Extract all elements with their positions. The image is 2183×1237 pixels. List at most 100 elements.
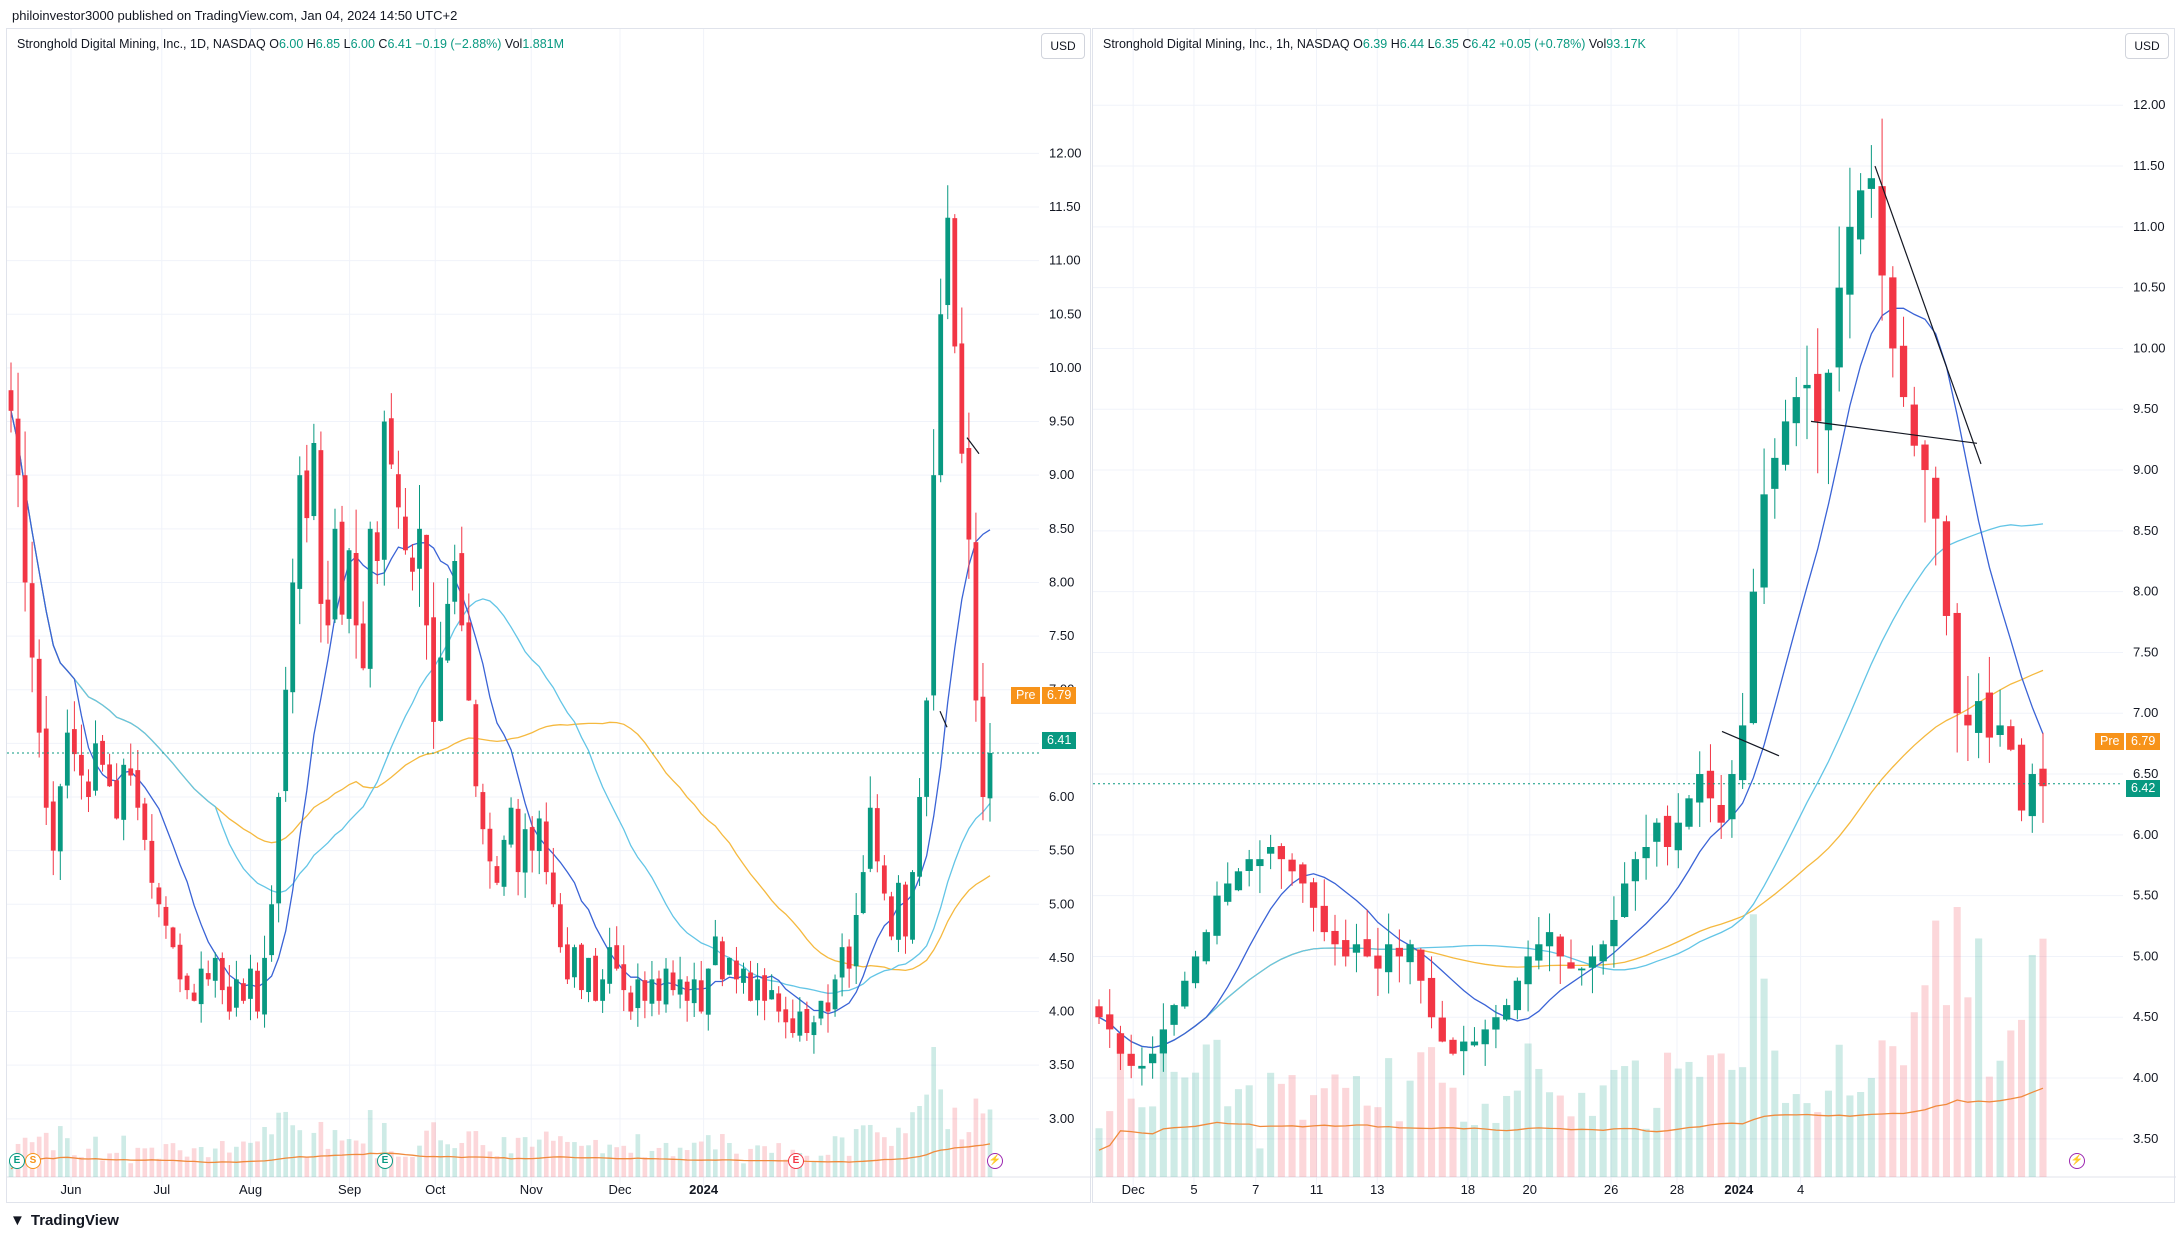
candle-body [121, 764, 127, 820]
volume-bar [494, 1156, 500, 1177]
volume-bar [1513, 1090, 1521, 1177]
x-tick-label: Oct [425, 1182, 446, 1197]
candle-body [1556, 936, 1564, 957]
candle-body [846, 946, 852, 969]
volume-bar [262, 1127, 267, 1177]
candle-body [1921, 444, 1929, 471]
candle-body [917, 797, 922, 877]
volume-bar [1267, 1072, 1275, 1177]
trend-line[interactable] [1721, 730, 1780, 757]
candle-body [896, 882, 901, 940]
trend-line[interactable] [1874, 165, 1982, 465]
hourly-chart-canvas[interactable]: 3.50 4.00 4.50 5.00 5.50 6.00 6.50 7.00 7.50 8.00… [1093, 29, 2176, 1204]
volume-bar [1653, 1107, 1661, 1177]
candle-body [1588, 956, 1597, 968]
split-event-icon[interactable]: S [25, 1153, 41, 1169]
hourly-currency-button[interactable]: USD [2125, 33, 2169, 59]
x-tick-label: 11 [1310, 1182, 1324, 1197]
candle-body [1996, 725, 2004, 735]
candle-body [1717, 804, 1725, 823]
volume-bar [1749, 914, 1757, 1177]
volume-bar [1760, 978, 1768, 1177]
volume-bar [445, 1144, 451, 1177]
candle-body [1524, 956, 1532, 985]
volume-bar [896, 1127, 901, 1177]
earnings-event-icon[interactable]: E [9, 1153, 25, 1169]
y-tick-label: 5.50 [2133, 888, 2158, 903]
volume-bar [2028, 954, 2036, 1177]
candle-body [276, 797, 282, 904]
volume-bar [1857, 1092, 1865, 1177]
volume-bar [1192, 1072, 1200, 1177]
earnings-event-icon[interactable]: E [377, 1153, 393, 1169]
volume-bar [1438, 1082, 1446, 1177]
candle-body [381, 421, 387, 560]
volume-bar [663, 1142, 669, 1177]
lightning-icon[interactable]: ⚡ [987, 1153, 1003, 1169]
moving-average-line [10, 410, 991, 972]
volume-bar [917, 1105, 922, 1177]
volume-bar [565, 1141, 570, 1177]
candle-body [149, 840, 155, 883]
candle-body [1771, 457, 1779, 489]
candle-body [952, 218, 958, 347]
candle-body [536, 818, 542, 852]
volume-bar [227, 1152, 232, 1177]
candle-body [818, 1000, 824, 1019]
daily-legend-title: Stronghold Digital Mining, Inc., 1D, NAS… [17, 37, 266, 51]
lightning-icon[interactable]: ⚡ [2069, 1153, 2085, 1169]
candle-body [466, 622, 472, 701]
volume-bar [57, 1126, 63, 1177]
candle-body [804, 1008, 810, 1033]
candle-body [1814, 373, 1822, 422]
volume-bar [698, 1141, 704, 1177]
daily-chart-pane[interactable]: 3.003.504.004.505.005.506.006.507.007.50… [6, 28, 1092, 1204]
candle-body [332, 528, 338, 620]
candle-body [367, 528, 373, 669]
y-tick-label: 11.50 [2133, 158, 2165, 173]
hourly-chart-pane[interactable]: 3.50 4.00 4.50 5.00 5.50 6.00 6.50 7.00 7.50 8.00… [1092, 28, 2176, 1204]
hourly-high: 6.44 [1399, 37, 1425, 51]
candle-body [1170, 1005, 1178, 1025]
candle-body [15, 418, 21, 476]
hourly-pre-label: Pre [2095, 733, 2125, 750]
candle-body [212, 957, 218, 981]
volume-bar [1953, 907, 1961, 1177]
volume-bar [353, 1140, 359, 1177]
candle-body [1610, 919, 1618, 947]
daily-chart-canvas[interactable]: 3.003.504.004.505.005.506.006.507.007.50… [7, 29, 1092, 1204]
y-tick-label: 8.50 [2133, 523, 2158, 538]
earnings-event-icon[interactable]: E [788, 1153, 804, 1169]
volume-bar [276, 1112, 281, 1177]
candle-body [1202, 932, 1210, 962]
volume-bar [191, 1148, 197, 1177]
candle-body [1620, 883, 1629, 918]
candle-body [107, 764, 112, 787]
y-tick-label: 4.00 [1049, 1004, 1074, 1019]
candle-body [241, 983, 246, 1001]
brand-name[interactable]: TradingView [30, 1212, 119, 1229]
trend-line[interactable] [966, 437, 980, 455]
volume-bar [1631, 1060, 1639, 1177]
candle-body [255, 970, 260, 1012]
candle-body [1449, 1039, 1457, 1054]
candle-body [670, 972, 676, 991]
daily-currency-button[interactable]: USD [1041, 33, 1085, 59]
trend-line[interactable] [1810, 420, 1978, 444]
volume-bar [417, 1145, 422, 1177]
hourly-pre-value: 6.79 [2126, 733, 2161, 750]
candle-body [600, 979, 606, 1001]
volume-bar [107, 1153, 112, 1177]
volume-bar [325, 1148, 331, 1177]
candle-body [1363, 939, 1371, 957]
volume-bar [734, 1153, 739, 1177]
candle-body [1331, 930, 1339, 945]
volume-bar [853, 1129, 859, 1177]
volume-bar [1342, 1087, 1350, 1177]
candle-body [501, 839, 507, 887]
trend-line[interactable] [939, 710, 948, 728]
volume-bar [1942, 1005, 1950, 1177]
volume-bar [1428, 1047, 1436, 1177]
candle-body [1535, 944, 1543, 961]
hourly-close: 6.42 [1471, 37, 1496, 51]
